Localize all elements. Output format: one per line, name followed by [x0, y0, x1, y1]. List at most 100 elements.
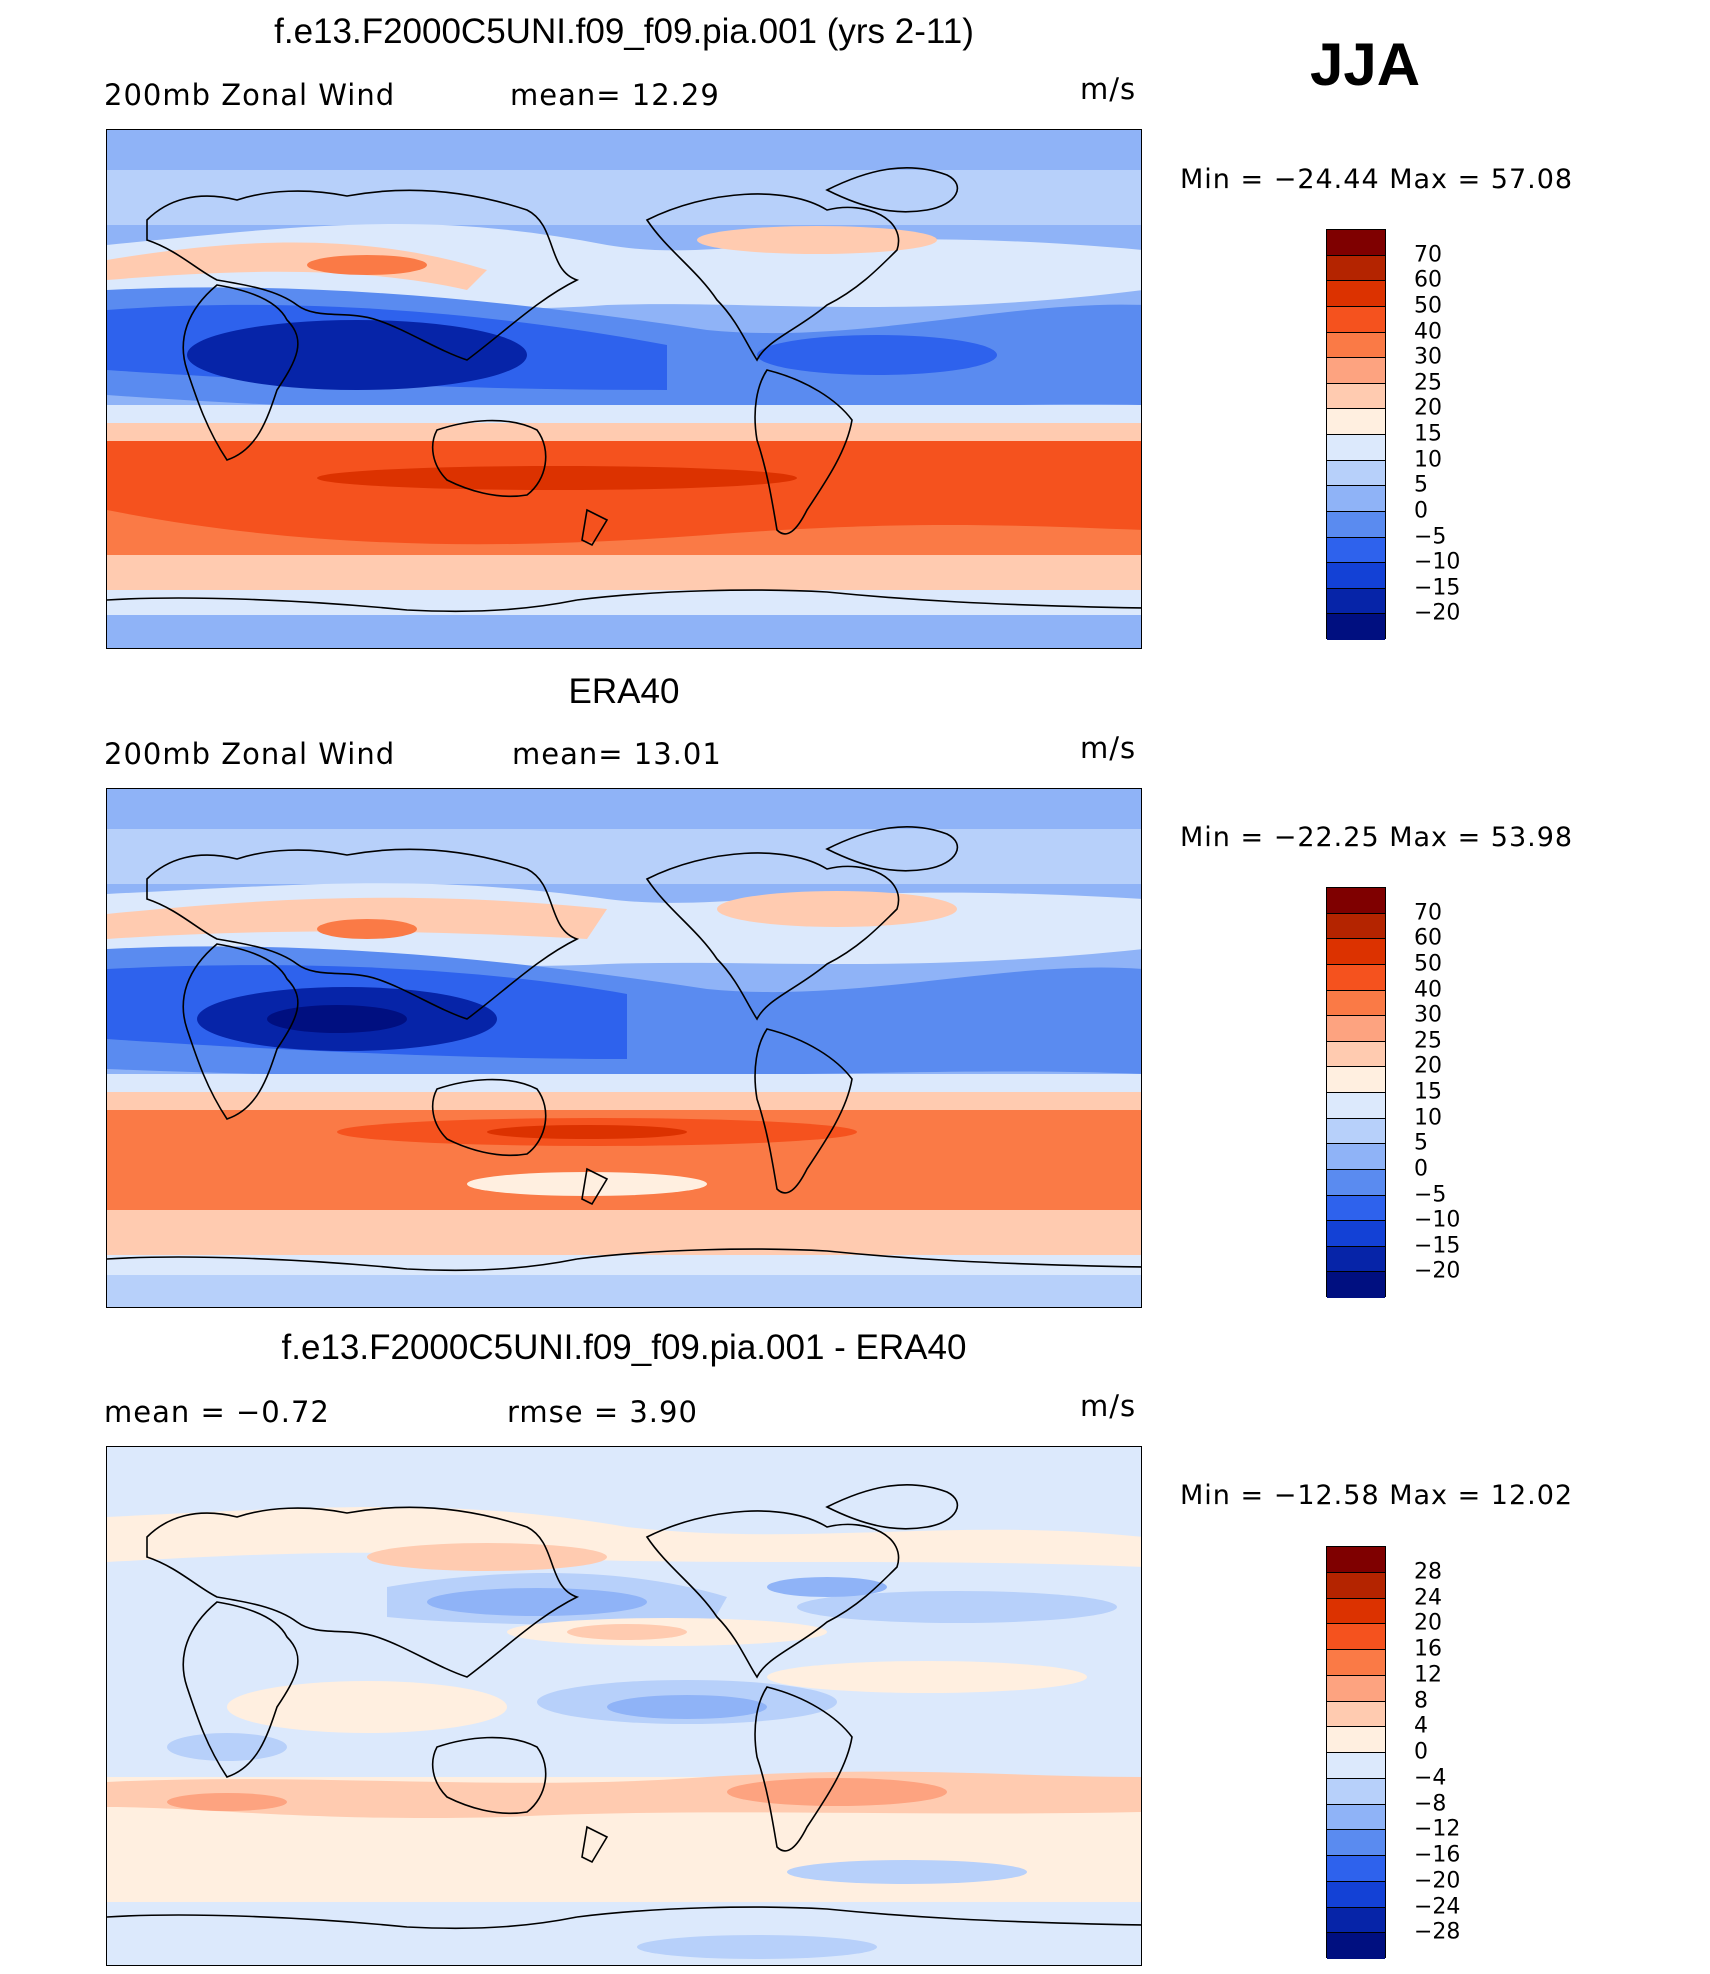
colorbar-tick-label: 4 — [1414, 1713, 1428, 1739]
colorbar-swatch — [1327, 888, 1385, 914]
colorbar-swatch — [1327, 358, 1385, 384]
panel-1-contour-field — [107, 130, 1141, 648]
panel-3-mean-label: mean = −0.72 — [104, 1395, 330, 1429]
colorbar-tick-label: −5 — [1414, 524, 1447, 549]
colorbar-tick-label: 70 — [1414, 900, 1442, 926]
colorbar-swatch — [1327, 563, 1385, 589]
colorbar-swatch — [1327, 1144, 1385, 1170]
colorbar-swatch — [1327, 1830, 1385, 1856]
colorbar-tick-label: 40 — [1414, 977, 1442, 1002]
colorbar-tick-label: 25 — [1414, 1028, 1442, 1054]
colorbar-tick-label: 40 — [1414, 319, 1442, 344]
season-label: JJA — [1310, 31, 1421, 98]
panel-3-colorbar — [1326, 1546, 1386, 1959]
colorbar-swatch — [1327, 1016, 1385, 1042]
panel-3-unit-label: m/s — [1080, 1389, 1137, 1423]
panel-1-unit-label: m/s — [1080, 72, 1137, 106]
colorbar-tick-label: 70 — [1414, 242, 1442, 268]
colorbar-tick-label: 30 — [1414, 1002, 1442, 1028]
colorbar-tick-label: 24 — [1414, 1585, 1442, 1610]
colorbar-tick-label: −15 — [1414, 575, 1461, 601]
colorbar-tick-label: 50 — [1414, 951, 1442, 977]
panel-2-minmax: Min = −22.25 Max = 53.98 — [1180, 822, 1574, 853]
panel-3-map — [106, 1446, 1142, 1966]
colorbar-swatch — [1327, 1093, 1385, 1119]
panel-1-title: f.e13.F2000C5UNI.f09_f09.pia.001 (yrs 2-… — [274, 12, 974, 51]
colorbar-swatch — [1327, 1856, 1385, 1882]
colorbar-swatch — [1327, 1118, 1385, 1145]
colorbar-swatch — [1327, 964, 1385, 991]
panel-2-colorbar — [1326, 887, 1386, 1298]
colorbar-tick-label: −4 — [1414, 1765, 1447, 1791]
colorbar-swatch — [1327, 281, 1385, 307]
colorbar-tick-label: 60 — [1414, 267, 1442, 293]
colorbar-tick-label: 15 — [1414, 1079, 1442, 1105]
panel-1-colorbar — [1326, 229, 1386, 640]
colorbar-tick-label: 16 — [1414, 1636, 1442, 1662]
colorbar-tick-label: −10 — [1414, 549, 1461, 575]
colorbar-tick-label: −8 — [1414, 1791, 1447, 1816]
colorbar-swatch — [1327, 255, 1385, 282]
colorbar-swatch — [1327, 1598, 1385, 1625]
colorbar-swatch — [1327, 1624, 1385, 1650]
colorbar-tick-label: 0 — [1414, 1739, 1428, 1765]
colorbar-tick-label: 5 — [1414, 472, 1428, 498]
colorbar-tick-label: 10 — [1414, 447, 1442, 473]
colorbar-swatch — [1327, 1881, 1385, 1908]
colorbar-swatch — [1327, 1221, 1385, 1247]
colorbar-swatch — [1327, 1933, 1385, 1959]
colorbar-tick-label: 8 — [1414, 1688, 1428, 1713]
colorbar-tick-label: 30 — [1414, 344, 1442, 370]
colorbar-tick-label: 12 — [1414, 1662, 1442, 1688]
colorbar-swatch — [1327, 306, 1385, 333]
colorbar-swatch — [1327, 1650, 1385, 1676]
colorbar-tick-label: 5 — [1414, 1130, 1428, 1156]
panel-2-contour-field — [107, 789, 1141, 1307]
colorbar-tick-label: 28 — [1414, 1559, 1442, 1585]
panel-3-contour-field — [107, 1447, 1141, 1965]
colorbar-tick-label: −16 — [1414, 1842, 1461, 1868]
colorbar-tick-label: 20 — [1414, 1610, 1442, 1636]
colorbar-tick-label: −28 — [1414, 1919, 1461, 1945]
panel-3-minmax: Min = −12.58 Max = 12.02 — [1180, 1480, 1574, 1511]
colorbar-tick-label: −10 — [1414, 1207, 1461, 1233]
colorbar-tick-label: 20 — [1414, 395, 1442, 421]
colorbar-tick-label: 25 — [1414, 370, 1442, 396]
colorbar-tick-label: 10 — [1414, 1105, 1442, 1131]
colorbar-swatch — [1327, 1195, 1385, 1222]
colorbar-swatch — [1327, 1547, 1385, 1573]
colorbar-tick-label: 20 — [1414, 1053, 1442, 1079]
colorbar-tick-label: −24 — [1414, 1894, 1461, 1919]
panel-1-map — [106, 129, 1142, 649]
panel-2-variable-label: 200mb Zonal Wind — [104, 737, 396, 771]
panel-3-title: f.e13.F2000C5UNI.f09_f09.pia.001 - ERA40 — [281, 1328, 967, 1367]
colorbar-swatch — [1327, 1804, 1385, 1831]
colorbar-swatch — [1327, 383, 1385, 410]
colorbar-tick-label: 50 — [1414, 293, 1442, 319]
colorbar-swatch — [1327, 1169, 1385, 1196]
colorbar-swatch — [1327, 1572, 1385, 1599]
panel-1-minmax: Min = −24.44 Max = 57.08 — [1180, 164, 1574, 195]
colorbar-swatch — [1327, 939, 1385, 965]
colorbar-swatch — [1327, 435, 1385, 461]
colorbar-swatch — [1327, 230, 1385, 256]
colorbar-swatch — [1327, 1753, 1385, 1779]
colorbar-tick-label: 60 — [1414, 925, 1442, 951]
colorbar-swatch — [1327, 1246, 1385, 1273]
panel-2-unit-label: m/s — [1080, 731, 1137, 765]
colorbar-tick-label: −20 — [1414, 600, 1461, 626]
colorbar-swatch — [1327, 409, 1385, 435]
colorbar-tick-label: −15 — [1414, 1233, 1461, 1259]
colorbar-tick-label: 15 — [1414, 421, 1442, 447]
colorbar-swatch — [1327, 1701, 1385, 1728]
colorbar-swatch — [1327, 614, 1385, 640]
panel-2-mean-label: mean= 13.01 — [512, 737, 722, 771]
colorbar-swatch — [1327, 486, 1385, 512]
colorbar-tick-label: −5 — [1414, 1182, 1447, 1207]
colorbar-tick-label: −20 — [1414, 1868, 1461, 1894]
colorbar-swatch — [1327, 332, 1385, 359]
colorbar-tick-label: −20 — [1414, 1258, 1461, 1284]
colorbar-swatch — [1327, 913, 1385, 940]
panel-3-rmse-label: rmse = 3.90 — [507, 1395, 698, 1429]
colorbar-swatch — [1327, 1675, 1385, 1702]
